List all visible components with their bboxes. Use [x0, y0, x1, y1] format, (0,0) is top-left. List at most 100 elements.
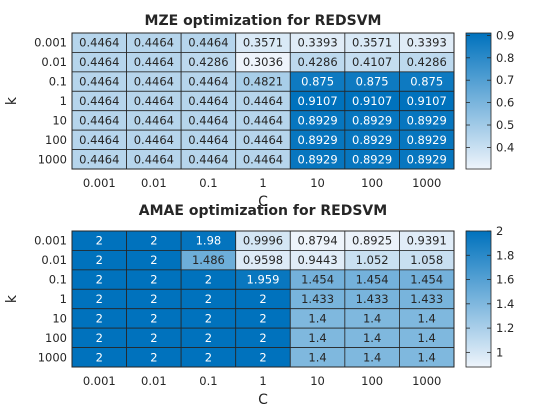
cell-value-label: 2	[96, 273, 103, 287]
cell-value-label: 0.3393	[407, 36, 447, 50]
colorbar	[465, 32, 492, 170]
y-tick-label: 0.1	[49, 75, 67, 89]
cell-value-label: 2	[259, 311, 266, 325]
cell-value-label: 0.4286	[297, 55, 337, 69]
cell-value-label: 0.9598	[243, 253, 283, 267]
x-axis-label: C	[258, 392, 268, 408]
colorbar-tick-label: 1.2	[496, 321, 514, 335]
x-tick-label: 100	[361, 374, 383, 388]
y-tick-label: 100	[45, 133, 67, 147]
colorbar-tick-label: 0.8	[496, 51, 514, 65]
cell-value-label: 0.8929	[407, 113, 447, 127]
cell-value-label: 0.8794	[297, 234, 337, 248]
cell-value-label: 0.8929	[407, 152, 447, 166]
cell-value-label: 0.4464	[134, 152, 174, 166]
cell-value-label: 0.4464	[79, 133, 119, 147]
y-tick-label: 1000	[38, 350, 67, 364]
cell-value-label: 0.4464	[243, 152, 283, 166]
cell-value-label: 1.4	[308, 311, 326, 325]
cell-value-label: 1.454	[356, 273, 389, 287]
cell-value-label: 1.4	[308, 331, 326, 345]
cell-value-label: 0.9443	[297, 253, 337, 267]
cell-value-label: 0.4464	[243, 113, 283, 127]
cell-value-label: 2	[150, 273, 157, 287]
cell-value-label: 0.4464	[134, 75, 174, 89]
cell-value-label: 1.454	[301, 273, 334, 287]
cell-value-label: 0.9107	[352, 94, 392, 108]
cell-value-label: 2	[96, 234, 103, 248]
x-axis-label: C	[258, 194, 268, 210]
cell-value-label: 0.4464	[79, 36, 119, 50]
cell-value-label: 0.9107	[297, 94, 337, 108]
x-tick-label: 1	[259, 374, 266, 388]
cell-value-label: 1.4	[308, 350, 326, 364]
y-tick-label: 0.001	[34, 36, 67, 50]
cell-value-label: 2	[150, 253, 157, 267]
x-tick-label: 0.001	[83, 374, 116, 388]
x-tick-label: 0.001	[83, 176, 116, 190]
cell-value-label: 0.8929	[297, 152, 337, 166]
colorbar-tick-label: 2	[496, 224, 503, 238]
cell-value-label: 0.4464	[188, 75, 228, 89]
y-tick-label: 0.01	[41, 253, 67, 267]
cell-value-label: 1.052	[356, 253, 389, 267]
cell-value-label: 1.959	[247, 273, 280, 287]
cell-value-label: 0.4464	[79, 94, 119, 108]
cell-value-label: 0.4464	[243, 94, 283, 108]
cell-value-label: 0.8925	[352, 234, 392, 248]
cell-value-label: 0.3393	[297, 36, 337, 50]
cell-value-label: 1.058	[410, 253, 443, 267]
cell-value-label: 0.4464	[188, 152, 228, 166]
x-tick-label: 0.01	[141, 374, 167, 388]
colorbar	[465, 230, 492, 368]
cell-value-label: 0.4464	[134, 133, 174, 147]
colorbar-tick-label: 0.4	[496, 140, 514, 154]
cell-value-label: 0.4107	[352, 55, 392, 69]
cell-value-label: 0.4464	[134, 36, 174, 50]
cell-value-label: 2	[205, 311, 212, 325]
colorbar-tick-label: 0.6	[496, 96, 514, 110]
chart-title: AMAE optimization for REDSVM	[139, 203, 387, 219]
y-axis-label: k	[4, 294, 20, 303]
cell-value-label: 2	[96, 350, 103, 364]
y-tick-label: 100	[45, 331, 67, 345]
cell-value-label: 0.875	[410, 75, 443, 89]
x-tick-label: 1	[259, 176, 266, 190]
cell-value-label: 0.4821	[243, 75, 283, 89]
cell-value-label: 1.4	[418, 311, 436, 325]
cell-value-label: 2	[150, 331, 157, 345]
cell-value-label: 1.454	[410, 273, 443, 287]
y-axis-label: k	[4, 96, 20, 105]
cell-value-label: 0.8929	[297, 133, 337, 147]
cell-value-label: 2	[259, 292, 266, 306]
cell-value-label: 0.4464	[79, 75, 119, 89]
colorbar-tick-label: 1	[496, 345, 503, 359]
x-tick-label: 100	[361, 176, 383, 190]
cell-value-label: 0.3571	[352, 36, 392, 50]
cell-value-label: 2	[96, 311, 103, 325]
cell-value-label: 0.8929	[352, 152, 392, 166]
colorbar-tick-label: 0.5	[496, 118, 514, 132]
cell-value-label: 0.4464	[134, 94, 174, 108]
cell-value-label: 2	[96, 292, 103, 306]
cell-value-label: 1.486	[192, 253, 225, 267]
cell-value-label: 1.433	[301, 292, 334, 306]
cell-value-label: 2	[259, 350, 266, 364]
chart-title: MZE optimization for REDSVM	[145, 13, 382, 29]
cell-value-label: 1.4	[363, 311, 381, 325]
x-tick-label: 10	[310, 176, 325, 190]
x-tick-label: 0.1	[199, 374, 217, 388]
cell-value-label: 0.9391	[407, 234, 447, 248]
y-tick-label: 1000	[38, 152, 67, 166]
cell-value-label: 2	[205, 350, 212, 364]
cell-value-label: 0.4464	[188, 94, 228, 108]
cell-value-label: 2	[150, 292, 157, 306]
cell-value-label: 2	[205, 331, 212, 345]
y-tick-label: 0.1	[49, 273, 67, 287]
cell-value-label: 2	[150, 234, 157, 248]
heatmap-panel-2: AMAE optimization for REDSVM 2 2 1.98 0.9996…	[4, 203, 514, 408]
cell-value-label: 0.8929	[407, 133, 447, 147]
grid-frame	[71, 230, 455, 368]
cell-value-label: 0.3036	[243, 55, 283, 69]
